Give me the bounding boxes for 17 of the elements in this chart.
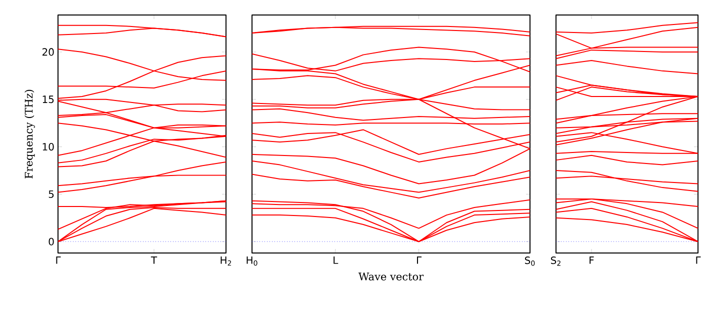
x-tick-label: Γ (417, 256, 422, 264)
y-axis-title: Frequency (THz) (24, 90, 35, 178)
x-tick-label: S$_{0}$ (525, 256, 535, 266)
y-tick-label: 0 (48, 238, 54, 246)
x-tick-label: L (334, 256, 338, 264)
x-tick-label: T (150, 256, 158, 264)
x-tick-label: Γ (696, 256, 701, 264)
x-tick-label: F (590, 256, 594, 264)
x-tick-label: S$_{2}$ (551, 256, 560, 266)
x-axis-title: Wave vector (358, 272, 424, 280)
x-tick-label: H$_{2}$ (220, 256, 232, 266)
y-tick-label: 15 (42, 96, 54, 104)
y-tick-label: 20 (42, 48, 54, 56)
y-tick-label: 5 (48, 190, 54, 198)
y-tick-label: 10 (42, 142, 54, 151)
x-tick-label: Γ (56, 256, 61, 264)
x-tick-label: H$_{0}$ (246, 256, 258, 266)
